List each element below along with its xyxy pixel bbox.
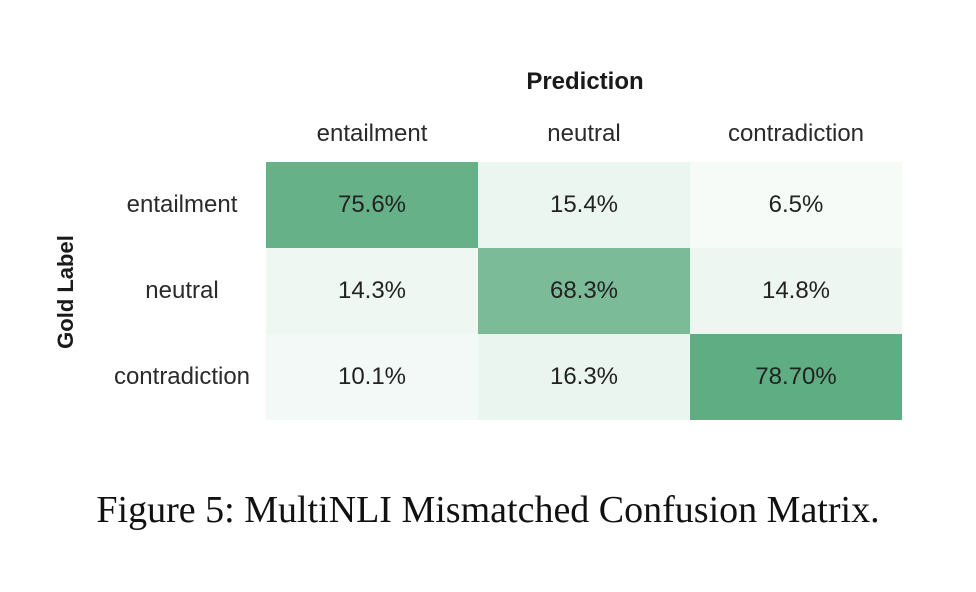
- figure-caption: Figure 5: MultiNLI Mismatched Confusion …: [96, 489, 880, 531]
- heatmap-cell: 78.70%: [690, 334, 902, 420]
- heatmap-cell: 10.1%: [266, 334, 478, 420]
- y-axis-title: Gold Label: [53, 235, 78, 349]
- heatmap-cell: 14.3%: [266, 248, 478, 334]
- row-label: entailment: [126, 191, 238, 218]
- row-label: neutral: [145, 277, 219, 304]
- column-label: contradiction: [727, 120, 865, 147]
- heatmap-cell: 14.8%: [690, 248, 902, 334]
- heatmap-cell: 75.6%: [266, 162, 478, 248]
- heatmap-cell: 15.4%: [478, 162, 690, 248]
- heatmap-cell: 16.3%: [478, 334, 690, 420]
- x-axis-title: Prediction: [526, 68, 644, 95]
- heatmap-cell: 68.3%: [478, 248, 690, 334]
- column-label: entailment: [316, 120, 428, 147]
- row-label: contradiction: [113, 363, 251, 390]
- heatmap-cell: 6.5%: [690, 162, 902, 248]
- column-label: neutral: [547, 120, 621, 147]
